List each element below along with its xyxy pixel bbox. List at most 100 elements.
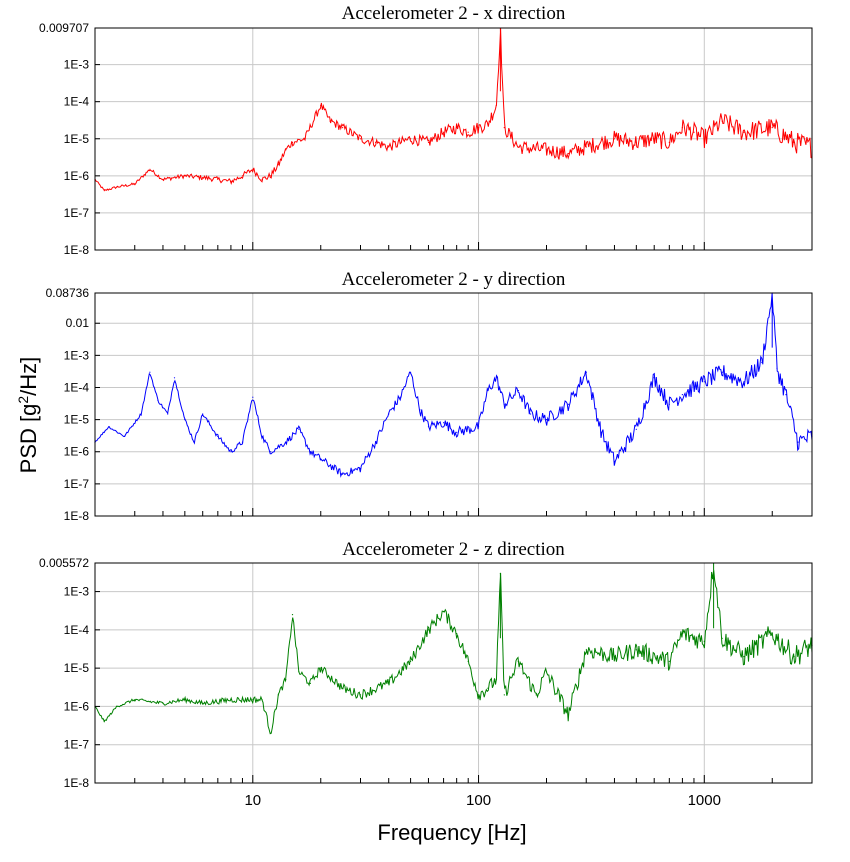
data-point [567,714,570,716]
y-tick-label: 1E-8 [64,776,90,790]
data-point [309,451,311,453]
data-point [202,702,204,705]
panel-1: Accelerometer 2 - x direction 1E-8 1E-7 1E-… [39,3,813,257]
data-point [277,164,280,166]
data-point [241,441,244,443]
data-point [793,141,795,143]
data-point [388,413,390,415]
data-point [681,127,684,129]
data-point [167,413,169,415]
data-point [503,694,505,696]
data-point [399,396,401,398]
data-point [503,403,505,405]
data-point [410,660,412,663]
data-point [329,120,331,122]
y-axis-label: PSD [g2/Hz] [15,357,41,474]
data-point [285,679,287,681]
y-tick-label: 1E-6 [64,699,90,713]
data-point [693,131,695,133]
data-point [495,679,497,681]
data-point [184,699,186,701]
data-point [252,168,254,170]
data-point [320,667,322,669]
data-point [123,435,125,437]
y-tick-label: 1E-3 [64,585,90,599]
data-point [320,458,322,460]
y-tick-label: 0.08736 [46,286,90,300]
series-line [94,28,813,192]
data-point [252,699,254,701]
data-point [149,371,151,373]
data-point [342,127,344,129]
data-point [388,146,390,148]
data-point [797,441,799,443]
data-point [375,141,377,143]
data-point [134,699,136,701]
data-point [585,146,587,148]
data-point [285,441,287,443]
data-point [613,460,616,462]
y-tick-label: 1E-6 [64,445,90,459]
data-point [140,413,142,415]
data-point [149,168,151,170]
data-point [359,694,362,696]
panel-2: Accelerometer 2 - y direction 1E-8 1E-7 1E-… [46,269,813,523]
y-tick-label: 1E-8 [64,509,90,523]
data-point [456,431,458,433]
data-point [635,649,637,651]
data-point [761,361,763,364]
data-point [477,426,480,428]
panel-title: Accelerometer 2 - z direction [342,539,565,560]
series-line [94,563,813,735]
data-point [721,371,723,373]
y-tick-label: 1E-5 [64,661,90,675]
data-point [635,428,637,430]
data-point [600,431,603,433]
y-tick-label: 1E-4 [64,623,90,637]
data-point [217,435,219,437]
data-point [298,428,300,430]
data-point [261,178,263,180]
plot-frame [94,562,813,784]
data-point [785,394,787,396]
data-point [703,138,705,140]
data-point [776,367,778,369]
y-tick-label: 1E-6 [64,169,90,183]
y-tick-label: 1E-5 [64,132,90,146]
data-point [681,394,684,396]
y-tick-label: 0.005572 [39,556,89,570]
data-point [410,138,412,140]
data-point [103,190,105,192]
data-point [419,409,421,411]
data-point [771,127,773,129]
data-point [359,138,362,140]
data-point [517,660,519,663]
data-point [252,396,254,398]
data-point [487,687,489,689]
data-point [217,178,219,180]
data-point [793,656,795,658]
data-point [517,146,519,148]
data-point [743,381,745,383]
data-point [230,181,232,183]
y-tick-label: 0.009707 [39,21,89,35]
data-point [291,141,294,143]
data-point [585,371,587,373]
data-point [703,381,705,383]
data-point [477,694,480,696]
panel-title: Accelerometer 2 - y direction [342,269,566,290]
data-point [443,611,445,613]
data-point [202,413,204,415]
data-point [108,426,110,428]
data-point [261,699,263,701]
data-point [487,123,489,125]
data-point [477,127,480,129]
y-tick-label: 1E-4 [64,95,90,109]
data-point [721,120,723,122]
data-point [743,656,745,658]
data-point [567,152,570,155]
y-tick-label: 1E-3 [64,58,90,72]
data-point [162,178,164,180]
y-tick-label: 1E-8 [64,243,90,257]
